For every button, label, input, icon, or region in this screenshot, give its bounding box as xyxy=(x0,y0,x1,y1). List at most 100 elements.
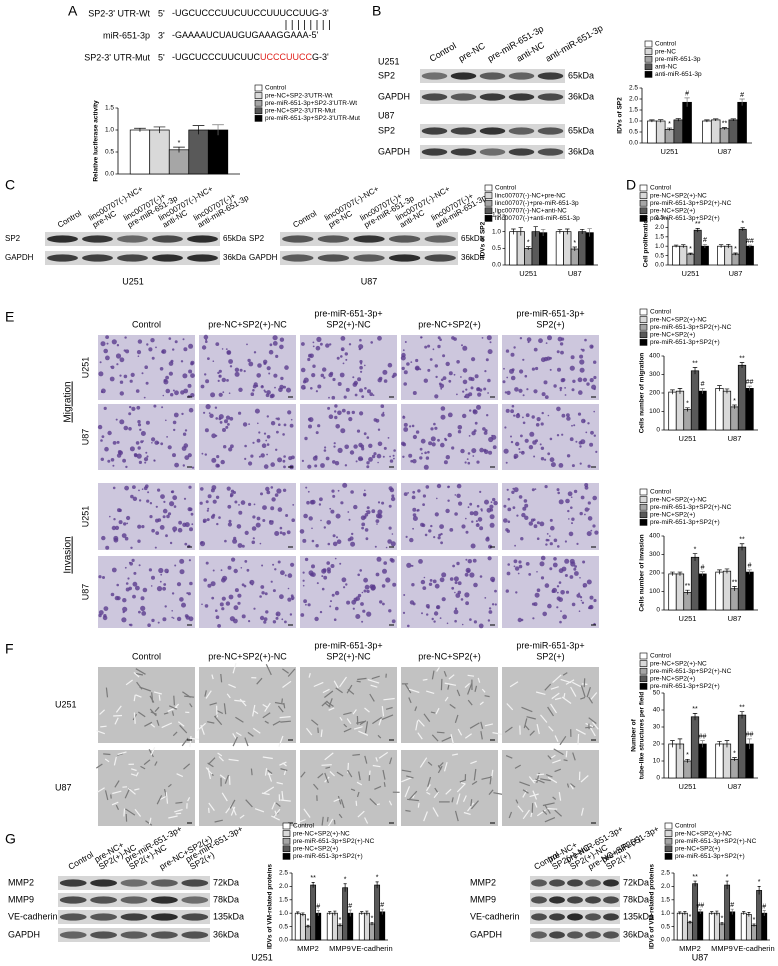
stained-cell xyxy=(269,394,274,399)
stained-cell xyxy=(135,585,140,591)
stained-cell xyxy=(334,410,337,413)
legend-label: Control xyxy=(650,185,672,192)
stained-cell xyxy=(137,524,142,529)
stained-cell xyxy=(273,373,278,378)
error-bar xyxy=(685,407,690,412)
tube-structure xyxy=(117,752,124,756)
sequence-name: SP2-3' UTR-Wt xyxy=(88,8,150,18)
band xyxy=(117,235,148,243)
tube-structure xyxy=(283,770,287,776)
tube-structure xyxy=(364,755,368,764)
stained-cell xyxy=(467,461,471,465)
error-bar xyxy=(673,244,679,248)
stained-cell xyxy=(162,508,168,514)
bar xyxy=(690,370,700,431)
stained-cell xyxy=(229,494,233,498)
stained-cell xyxy=(437,336,441,340)
tube-structure xyxy=(554,735,559,743)
error-bar xyxy=(343,883,347,892)
stained-cell xyxy=(360,370,363,373)
stained-cell xyxy=(353,444,358,449)
stained-cell xyxy=(333,445,336,448)
stained-cell xyxy=(387,362,393,368)
bar xyxy=(729,911,736,941)
stained-cell xyxy=(187,383,192,388)
stained-cell xyxy=(136,350,142,355)
stained-cell xyxy=(535,439,538,443)
stained-cell xyxy=(474,374,479,379)
bar xyxy=(730,588,739,611)
significance-mark: ** xyxy=(692,706,698,713)
stained-cell xyxy=(443,460,448,465)
stained-cell xyxy=(280,376,284,381)
stained-cell xyxy=(341,577,347,583)
band xyxy=(549,913,565,921)
micrograph xyxy=(199,667,296,743)
tube-structure xyxy=(469,722,480,729)
stained-cell xyxy=(149,515,153,519)
tube-structure xyxy=(540,714,548,723)
band xyxy=(531,879,547,887)
stained-cell xyxy=(190,362,194,366)
stained-cell xyxy=(364,489,366,492)
stained-cell xyxy=(372,394,375,397)
stained-cell xyxy=(319,610,323,614)
stained-cell xyxy=(549,368,552,371)
stained-cell xyxy=(377,441,383,447)
stained-cell xyxy=(112,464,115,467)
error-bar xyxy=(740,227,745,231)
stained-cell xyxy=(174,390,179,396)
group-label: Invasion xyxy=(63,536,74,573)
stained-cell xyxy=(579,511,583,516)
stained-cell xyxy=(129,446,135,452)
micrograph xyxy=(401,483,498,550)
bar xyxy=(719,128,730,144)
size-label: 78kDa xyxy=(623,894,649,904)
tube-structure xyxy=(561,696,572,704)
tube-structure xyxy=(467,802,475,812)
stained-cell xyxy=(234,500,238,504)
stained-cell xyxy=(266,435,271,439)
stained-cell xyxy=(168,371,173,376)
tube-structure xyxy=(526,716,536,720)
stained-cell xyxy=(143,486,148,491)
stained-cell xyxy=(446,622,449,625)
stained-cell xyxy=(487,378,491,383)
band xyxy=(421,93,448,101)
stained-cell xyxy=(266,453,268,456)
stained-cell xyxy=(101,388,106,394)
stained-cell xyxy=(282,433,285,436)
stained-cell xyxy=(331,489,335,493)
tube-structure xyxy=(408,790,418,801)
tube-structure xyxy=(540,778,551,782)
tube-structure xyxy=(299,819,306,823)
tube-structure xyxy=(130,773,136,776)
tube-structure xyxy=(566,783,570,788)
significance-mark: # xyxy=(703,237,707,244)
tube-structure xyxy=(328,698,333,708)
stained-cell xyxy=(181,412,184,416)
y-tick-label: 1.0 xyxy=(492,228,501,235)
stained-cell xyxy=(423,576,426,579)
stained-cell xyxy=(275,611,281,617)
bar xyxy=(751,924,757,941)
stained-cell xyxy=(594,530,599,535)
x-tick-label: U87 xyxy=(718,147,732,156)
tube-structure xyxy=(114,717,119,725)
band xyxy=(117,254,148,262)
stained-cell xyxy=(427,344,431,348)
stained-cell xyxy=(406,562,412,568)
bar xyxy=(299,914,306,941)
stained-cell xyxy=(210,392,216,398)
tube-structure xyxy=(163,712,169,715)
tube-structure xyxy=(509,681,519,688)
tube-structure xyxy=(572,752,576,761)
stained-cell xyxy=(402,442,407,447)
y-tick-label: 300 xyxy=(649,371,660,378)
panel-label: A xyxy=(68,3,78,19)
stained-cell xyxy=(507,520,511,523)
stained-cell xyxy=(401,366,405,371)
band xyxy=(90,879,117,887)
stained-cell xyxy=(375,572,380,577)
stained-cell xyxy=(167,512,172,516)
